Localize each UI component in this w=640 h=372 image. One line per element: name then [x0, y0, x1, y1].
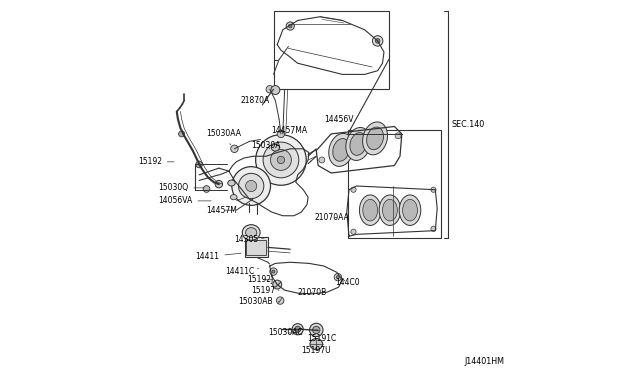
Ellipse shape — [363, 122, 387, 155]
Ellipse shape — [246, 228, 257, 237]
Circle shape — [263, 142, 299, 178]
Circle shape — [276, 297, 284, 304]
Text: 15030AB: 15030AB — [238, 297, 279, 306]
Circle shape — [215, 180, 223, 188]
Circle shape — [270, 268, 277, 275]
Text: 15192: 15192 — [138, 157, 174, 166]
Circle shape — [179, 131, 184, 137]
Circle shape — [266, 86, 273, 93]
Text: 15030AC: 15030AC — [268, 328, 303, 337]
Bar — [245, 237, 268, 257]
Text: 14305: 14305 — [234, 235, 264, 244]
Circle shape — [196, 161, 202, 168]
Circle shape — [431, 187, 436, 192]
Ellipse shape — [360, 195, 381, 225]
Bar — [273, 11, 389, 89]
Text: 14056VA: 14056VA — [158, 196, 211, 205]
Circle shape — [246, 180, 257, 192]
Text: 21870A: 21870A — [240, 96, 269, 105]
Text: 15192J: 15192J — [248, 275, 274, 284]
Circle shape — [334, 273, 342, 281]
Ellipse shape — [363, 199, 378, 221]
Ellipse shape — [243, 225, 260, 240]
Ellipse shape — [379, 195, 401, 225]
Text: SEC.140: SEC.140 — [451, 120, 484, 129]
Circle shape — [277, 156, 285, 164]
Ellipse shape — [310, 339, 323, 350]
Ellipse shape — [329, 134, 354, 166]
Text: 15197: 15197 — [251, 286, 279, 295]
Text: 15030Q: 15030Q — [158, 183, 204, 192]
Text: 15197U: 15197U — [301, 346, 331, 355]
Ellipse shape — [367, 127, 383, 150]
Circle shape — [272, 270, 275, 273]
Circle shape — [231, 145, 238, 153]
Text: 14457M: 14457M — [207, 206, 237, 215]
Circle shape — [255, 135, 306, 185]
Circle shape — [337, 276, 339, 279]
Bar — [246, 240, 266, 255]
Circle shape — [277, 130, 285, 138]
Ellipse shape — [383, 199, 397, 221]
Bar — [348, 130, 441, 238]
Text: 14411C: 14411C — [225, 267, 259, 276]
Text: 14457MA: 14457MA — [271, 126, 308, 135]
Text: J14401HM: J14401HM — [464, 357, 504, 366]
Circle shape — [273, 280, 282, 289]
Circle shape — [431, 226, 436, 231]
Circle shape — [271, 150, 291, 170]
Circle shape — [312, 326, 320, 334]
Circle shape — [232, 167, 271, 205]
Text: 15030A: 15030A — [251, 141, 281, 150]
Circle shape — [271, 86, 280, 94]
Ellipse shape — [333, 139, 349, 161]
Text: 15030AA: 15030AA — [207, 129, 241, 145]
Circle shape — [376, 39, 380, 43]
Text: 21070AA: 21070AA — [314, 213, 349, 222]
Circle shape — [239, 173, 264, 199]
Circle shape — [351, 187, 356, 192]
Text: 15191C: 15191C — [307, 334, 336, 343]
Circle shape — [286, 22, 294, 30]
Ellipse shape — [350, 133, 367, 155]
Circle shape — [319, 157, 325, 163]
Circle shape — [351, 229, 356, 234]
Circle shape — [294, 326, 301, 332]
Circle shape — [310, 323, 323, 337]
Text: 14456V: 14456V — [324, 115, 353, 124]
Ellipse shape — [230, 195, 237, 200]
Text: 21070B: 21070B — [298, 288, 327, 296]
Ellipse shape — [228, 180, 235, 186]
Circle shape — [289, 24, 292, 28]
Text: 144C0: 144C0 — [335, 278, 360, 287]
Circle shape — [372, 36, 383, 46]
Ellipse shape — [403, 199, 417, 221]
Circle shape — [395, 133, 401, 139]
Circle shape — [292, 324, 303, 335]
Ellipse shape — [271, 144, 280, 151]
Text: 14411: 14411 — [195, 252, 241, 261]
Circle shape — [203, 186, 210, 192]
Ellipse shape — [399, 195, 421, 225]
Ellipse shape — [346, 128, 371, 160]
